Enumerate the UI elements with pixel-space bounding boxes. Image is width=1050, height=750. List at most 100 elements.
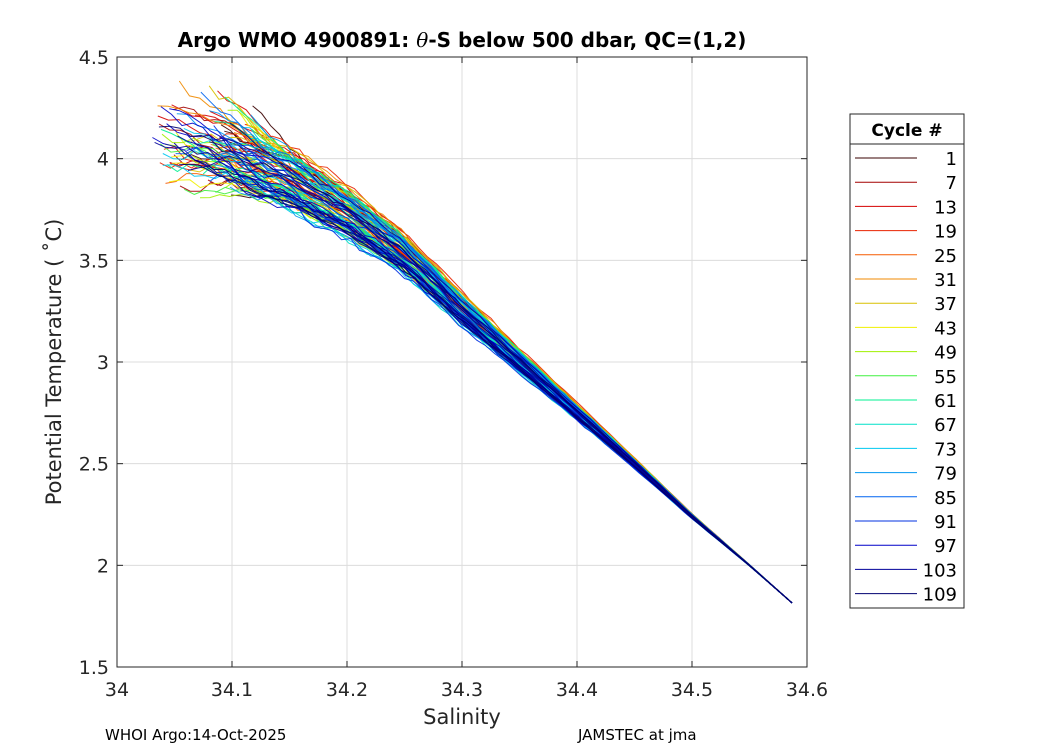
x-tick-label: 34.6	[786, 679, 828, 701]
y-axis-label: Potential Temperature ( ˚C)	[42, 219, 66, 506]
x-axis-ticks: 34 34.1 34.2 34.3 34.4 34.5 34.6	[105, 57, 828, 701]
profile-line-110	[229, 122, 793, 604]
profile-line-24	[169, 162, 793, 604]
profile-line-59	[160, 128, 793, 604]
profile-line-50	[164, 143, 793, 604]
profile-line-22	[163, 146, 793, 604]
profile-line-47	[171, 151, 793, 604]
profile-line-81	[229, 186, 793, 604]
y-tick-label: 4.5	[79, 47, 109, 69]
x-axis-label: Salinity	[423, 705, 501, 729]
profile-line-104	[173, 142, 793, 604]
legend-label-85: 85	[934, 488, 957, 509]
profile-line-26	[216, 153, 793, 604]
legend-label-7: 7	[946, 173, 957, 194]
footer-credit-right: JAMSTEC at jma	[578, 726, 697, 744]
legend-label-25: 25	[934, 246, 957, 267]
profile-line-48	[199, 193, 793, 604]
profile-line-85	[220, 155, 793, 604]
profile-line-99	[250, 194, 793, 604]
legend-label-49: 49	[934, 343, 957, 364]
y-tick-label: 4	[97, 149, 109, 171]
legend: Cycle # 1 7 13 19 25 31 37 43 49 55 61 67 73 79 85 91 97…	[849, 113, 965, 609]
legend-label-31: 31	[934, 270, 957, 291]
profile-line-74	[225, 165, 793, 604]
x-tick-label: 34.5	[671, 679, 713, 701]
y-axis-ticks: 1.5 2 2.5 3 3.5 4 4.5	[79, 47, 807, 679]
x-tick-label: 34	[105, 679, 129, 701]
profile-line-46	[169, 179, 793, 604]
profile-line-88	[186, 146, 793, 604]
profile-line-61	[202, 164, 793, 604]
legend-title: Cycle #	[871, 121, 942, 141]
profile-line-20	[201, 155, 793, 604]
profile-line-56	[183, 188, 793, 604]
profile-line-45	[172, 162, 793, 604]
profile-line-57	[160, 143, 793, 604]
profile-line-2	[180, 154, 793, 604]
profile-line-70	[237, 169, 793, 604]
title-prefix: Argo WMO 4900891:	[178, 28, 417, 52]
legend-label-97: 97	[934, 536, 957, 557]
profile-line-103	[188, 134, 793, 604]
legend-label-109: 109	[923, 585, 957, 606]
profile-line-51	[192, 155, 793, 604]
title-suffix: -S below 500 dbar, QC=(1,2)	[428, 28, 746, 52]
footer-credit-left: WHOI Argo:14-Oct-2025	[105, 726, 287, 744]
profile-line-72	[162, 150, 793, 604]
profile-line-107	[226, 179, 793, 604]
profile-line-68	[249, 167, 793, 604]
y-tick-label: 2	[97, 555, 109, 577]
title-theta: θ	[416, 28, 428, 52]
profile-line-58	[195, 147, 793, 604]
legend-label-73: 73	[934, 439, 957, 460]
profile-line-100	[177, 135, 793, 604]
legend-label-55: 55	[934, 367, 957, 388]
profile-line-54	[215, 186, 793, 604]
y-tick-label: 3.5	[79, 250, 109, 272]
profile-line-93	[251, 175, 793, 604]
profile-line-52	[225, 179, 793, 604]
legend-box	[849, 113, 965, 609]
profile-line-60	[166, 163, 793, 604]
profile-line-102	[154, 141, 793, 604]
x-tick-label: 34.3	[441, 679, 483, 701]
y-tick-label: 2.5	[79, 454, 109, 476]
profile-line-10	[185, 144, 793, 604]
profile-line-25	[165, 169, 793, 604]
profile-line-39	[242, 174, 793, 604]
profile-line-84	[209, 172, 793, 604]
profile-line-4	[231, 194, 793, 604]
legend-label-103: 103	[923, 560, 957, 581]
profile-line-49	[161, 133, 793, 604]
profile-line-40	[189, 163, 793, 604]
legend-label-1: 1	[946, 149, 957, 170]
legend-label-43: 43	[934, 318, 957, 339]
legend-label-61: 61	[934, 391, 957, 412]
x-tick-label: 34.1	[211, 679, 253, 701]
y-tick-label: 3	[97, 352, 109, 374]
profile-line-7	[173, 154, 793, 604]
legend-entries: 1 7 13 19 25 31 37 43 49 55 61 67 73 79 85 91 97 103 109	[855, 149, 957, 606]
legend-label-19: 19	[934, 222, 957, 243]
profile-line-19	[159, 158, 793, 604]
profile-line-105	[187, 160, 793, 604]
legend-label-13: 13	[934, 197, 957, 218]
profile-line-12	[207, 179, 793, 604]
profile-line-65	[194, 138, 793, 604]
profile-line-75	[162, 164, 793, 604]
profile-line-79	[213, 164, 793, 604]
legend-label-91: 91	[934, 512, 957, 533]
profile-line-87	[175, 147, 793, 604]
profile-line-109	[194, 159, 793, 604]
profile-line-28	[215, 147, 793, 604]
profile-lines	[152, 80, 793, 604]
profile-line-29	[228, 161, 793, 604]
profile-line-101	[209, 141, 793, 604]
legend-label-37: 37	[934, 294, 957, 315]
x-tick-label: 34.2	[326, 679, 368, 701]
profile-line-108	[179, 163, 793, 604]
legend-label-67: 67	[934, 415, 957, 436]
profile-line-18	[169, 158, 793, 604]
chart-title: Argo WMO 4900891: θ-S below 500 dbar, QC…	[178, 28, 747, 52]
